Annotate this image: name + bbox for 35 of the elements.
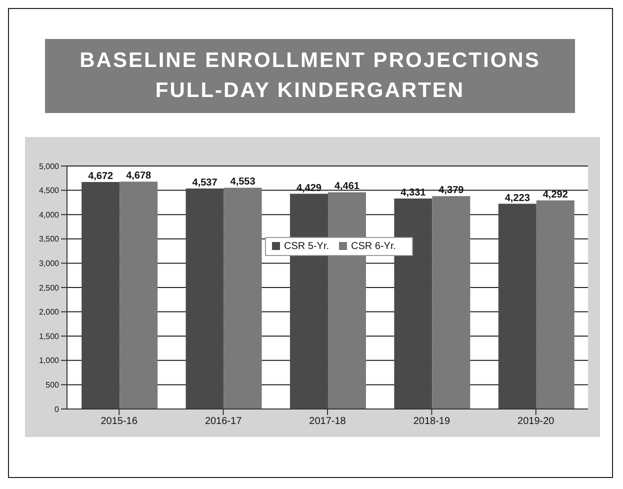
data-label: 4,553 (230, 176, 256, 188)
x-tick-label: 2019-20 (518, 416, 555, 428)
chart-title: BASELINE ENROLLMENT PROJECTIONS FULL-DAY KINDERGARTEN (78, 48, 542, 104)
bar (536, 200, 574, 409)
legend-label: CSR 6-Yr. (351, 241, 396, 252)
y-tick-label: 5,000 (38, 162, 60, 171)
data-label: 4,292 (542, 189, 568, 200)
data-label: 4,678 (126, 170, 152, 182)
y-tick-label: 2,500 (38, 283, 60, 292)
bar (82, 182, 120, 409)
bar (394, 198, 432, 409)
y-tick-label: 2,000 (38, 308, 60, 317)
bar (120, 182, 158, 409)
x-tick-label: 2017-18 (309, 416, 346, 428)
x-tick-label: 2015-16 (100, 416, 138, 428)
y-tick-label: 1,000 (38, 356, 60, 366)
data-label: 4,672 (88, 170, 114, 182)
data-label: 4,223 (504, 192, 530, 204)
x-tick-label: 2016-17 (204, 416, 242, 428)
y-tick-label: 500 (46, 380, 60, 390)
data-label: 4,461 (334, 181, 360, 192)
bar (224, 188, 262, 409)
y-tick-label: 3,500 (38, 234, 60, 244)
bar (432, 196, 470, 409)
y-tick-label: 3,000 (38, 259, 60, 268)
data-label: 4,331 (400, 188, 426, 199)
bar (186, 188, 224, 409)
legend-label: CSR 5-Yr. (284, 241, 330, 252)
y-tick-label: 4,000 (38, 210, 60, 220)
x-tick-label: 2018-19 (413, 416, 450, 428)
y-tick-label: 4,500 (38, 186, 60, 196)
data-label: 4,537 (192, 178, 218, 188)
y-tick-label: 0 (54, 404, 60, 414)
y-tick-label: 1,500 (38, 332, 60, 341)
bar (498, 204, 536, 409)
